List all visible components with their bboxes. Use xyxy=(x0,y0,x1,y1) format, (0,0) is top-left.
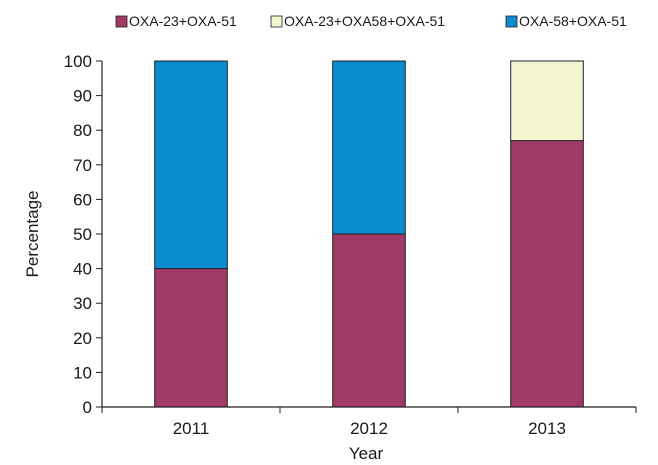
x-axis-title: Year xyxy=(349,444,384,463)
x-tick-label: 2013 xyxy=(528,419,566,438)
legend-item-oxa23-oxa51: OXA-23+OXA-51 xyxy=(115,13,237,29)
legend-item-oxa23-oxa58-oxa51: OXA-23+OXA58+OXA-51 xyxy=(270,13,445,29)
x-tick-label: 2012 xyxy=(350,419,388,438)
bar-segment xyxy=(510,60,584,142)
y-tick-label: 100 xyxy=(64,52,92,71)
y-tick-label: 10 xyxy=(73,363,92,382)
legend-item-oxa58-oxa51: OXA-58+OXA-51 xyxy=(505,13,627,29)
y-axis-title: Percentage xyxy=(23,191,42,278)
axes xyxy=(101,61,636,408)
bar-segment xyxy=(510,140,584,408)
x-tick-label: 2011 xyxy=(173,419,210,438)
bar-segment xyxy=(154,60,228,270)
y-tick-label: 0 xyxy=(83,398,92,417)
y-tick-label: 60 xyxy=(73,190,92,209)
y-tick-label: 80 xyxy=(73,121,92,140)
y-tick-label: 40 xyxy=(73,260,92,279)
legend-swatch-oxa58-oxa51 xyxy=(505,15,518,28)
legend-label-oxa58-oxa51: OXA-58+OXA-51 xyxy=(519,13,627,29)
x-axis-ticks: 2011 2012 2013 xyxy=(101,407,637,438)
legend-swatch-oxa23-oxa51 xyxy=(115,15,128,28)
bars xyxy=(154,60,584,408)
bar-segment xyxy=(332,233,406,408)
y-tick-label: 30 xyxy=(73,294,92,313)
legend-label-oxa23-oxa58-oxa51: OXA-23+OXA58+OXA-51 xyxy=(284,13,445,29)
legend-label-oxa23-oxa51: OXA-23+OXA-51 xyxy=(129,13,237,29)
y-tick-label: 90 xyxy=(73,87,92,106)
legend: OXA-23+OXA-51 OXA-23+OXA58+OXA-51 OXA-58… xyxy=(115,13,627,29)
y-tick-label: 50 xyxy=(73,225,92,244)
y-tick-label: 20 xyxy=(73,329,92,348)
bar-segment xyxy=(154,268,228,408)
bar-segment xyxy=(332,60,406,235)
y-axis-ticks: 0 10 20 30 40 50 60 70 80 90 100 xyxy=(64,52,102,417)
legend-swatch-oxa23-oxa58-oxa51 xyxy=(270,15,283,28)
y-tick-label: 70 xyxy=(73,156,92,175)
